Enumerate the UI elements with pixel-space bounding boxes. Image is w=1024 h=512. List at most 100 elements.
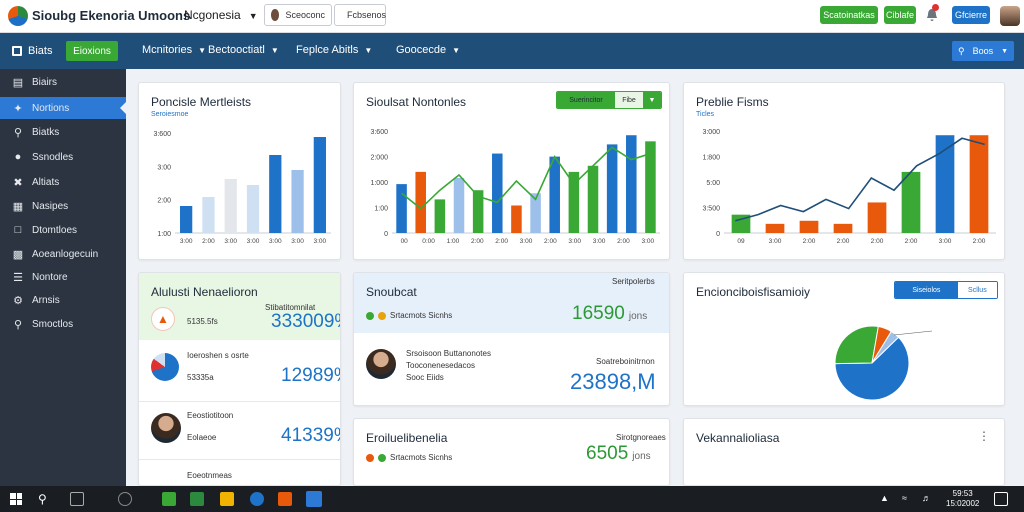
nav-active-tab[interactable]: Eioxions bbox=[66, 41, 118, 61]
toggle-option-active[interactable]: Suerincitor bbox=[557, 92, 615, 108]
x-tick-label: 3:00 bbox=[641, 238, 654, 245]
stat-value: 41339% bbox=[281, 425, 340, 446]
y-tick-label: 3:000 bbox=[702, 129, 720, 136]
chart-bar bbox=[765, 223, 785, 233]
y-tick-label: 2:000 bbox=[370, 155, 388, 162]
chevron-down-icon: ▼ bbox=[248, 11, 258, 21]
start-icon[interactable] bbox=[10, 493, 22, 505]
sidebar-item-2[interactable]: ✦ Nortions bbox=[0, 97, 126, 119]
search-icon[interactable]: ⚲ bbox=[38, 492, 47, 506]
card-title: Snoubcat bbox=[366, 285, 417, 299]
volume-icon[interactable]: ♬ bbox=[922, 493, 931, 503]
nav-item-goods[interactable]: Goocecde ▼ bbox=[396, 44, 460, 56]
stat-sub: 5135.5fs bbox=[187, 317, 218, 326]
x-tick-label: 2:00 bbox=[905, 238, 918, 245]
sidebar-item-11[interactable]: ⚲ Smoctlos bbox=[0, 313, 126, 335]
active-indicator bbox=[120, 102, 126, 114]
stat-meta: Soatreboinitrnon bbox=[596, 357, 655, 366]
status-pill[interactable]: Fcbsenos bbox=[334, 4, 386, 26]
notification-center-icon[interactable] bbox=[994, 492, 1008, 506]
card-subtitle: Ticles bbox=[696, 111, 715, 118]
person-meta: Sooc Eiids bbox=[406, 373, 444, 382]
toggle-option[interactable]: Scllus bbox=[957, 282, 997, 298]
account-button[interactable]: Gfcierre bbox=[952, 6, 990, 24]
stat-sub: 53335a bbox=[187, 373, 214, 382]
sidebar-item-4[interactable]: ● Ssnodles bbox=[0, 146, 126, 168]
card-title: Sioulsat Nontonles bbox=[366, 95, 467, 109]
nav-item-label: Feplce Abitls bbox=[296, 44, 359, 56]
nav-item-sections[interactable]: Bectooctiatl ▼ bbox=[208, 44, 279, 56]
nav-search-label: Boos bbox=[972, 46, 994, 56]
more-options-icon[interactable]: ⋮ bbox=[978, 429, 990, 443]
nav-home[interactable]: Biats bbox=[12, 45, 52, 57]
sidebar-item-label: Dtomtloes bbox=[32, 224, 78, 236]
person-name: Srsoisoon Buttanonotes bbox=[406, 349, 491, 358]
x-tick-label: 3:00 bbox=[314, 238, 327, 245]
folder-icon[interactable] bbox=[220, 492, 234, 506]
stat-value-number: 6505 bbox=[586, 443, 629, 464]
app-green-icon[interactable] bbox=[162, 492, 176, 506]
person-avatar bbox=[151, 413, 181, 443]
task-view-icon[interactable] bbox=[70, 492, 84, 506]
primary-action-button[interactable]: Scatoinatkas bbox=[820, 6, 878, 24]
chevron-down-icon: ▼ bbox=[198, 46, 207, 55]
chart-bar bbox=[492, 153, 503, 233]
widgets-icon[interactable] bbox=[118, 492, 132, 506]
toggle-option[interactable]: Fibe bbox=[615, 92, 643, 108]
y-tick-label: 1:00 bbox=[157, 231, 171, 238]
browser-icon[interactable] bbox=[250, 492, 264, 506]
chevron-down-icon[interactable]: ▼ bbox=[643, 92, 661, 108]
profile-pill-label: Sceoconc bbox=[285, 10, 325, 20]
x-tick-label: 2:00 bbox=[617, 238, 630, 245]
sidebar-item-10[interactable]: ⚙ Arnsis bbox=[0, 289, 126, 311]
tray-chevron-icon[interactable]: ▲ bbox=[880, 493, 889, 503]
files-icon[interactable] bbox=[278, 492, 292, 506]
x-tick-label: 2:00 bbox=[544, 238, 557, 245]
user-avatar[interactable] bbox=[1000, 6, 1020, 26]
spreadsheet-icon[interactable] bbox=[190, 492, 204, 506]
x-tick-label: 0:00 bbox=[422, 238, 435, 245]
chart-bar bbox=[901, 171, 921, 233]
x-tick-label: 2:00 bbox=[202, 238, 215, 245]
sidebar-item-7[interactable]: □ Dtomtloes bbox=[0, 219, 126, 241]
search-icon: ⚲ bbox=[13, 126, 23, 139]
secondary-action-button[interactable]: Ciblafe bbox=[884, 6, 916, 24]
y-tick-label: 5:00 bbox=[706, 180, 720, 187]
legend-dot-green bbox=[378, 453, 386, 462]
pie-slice bbox=[871, 330, 900, 364]
chevron-down-icon: ▼ bbox=[452, 46, 461, 55]
sidebar-item-8[interactable]: ▩ Aoeanlogecuin bbox=[0, 243, 126, 265]
nav-item-label: Goocecde bbox=[396, 44, 447, 56]
bar-chart-one: 3:600 3:00 2:00 1:00 3:00 2:00 3:00 3:00 3:00 3:0… bbox=[153, 131, 331, 245]
chart-card-one: Poncisle Mertleists Seroiesmoe 3:600 3:00… bbox=[138, 82, 341, 260]
y-tick-label: 1:00 bbox=[374, 206, 388, 213]
sidebar-item-label: Ssnodles bbox=[32, 151, 74, 163]
wifi-icon[interactable]: ≈ bbox=[902, 493, 907, 503]
taskbar-clock[interactable]: 59:53 15:02002 bbox=[946, 489, 979, 509]
toggle-option-active[interactable]: Siseiolos bbox=[895, 282, 958, 298]
x-tick-label: 3:00 bbox=[180, 238, 193, 245]
x-tick-label: 3:00 bbox=[769, 238, 782, 245]
sidebar-item-6[interactable]: ▦ Nasipes bbox=[0, 195, 126, 217]
nav-item-label: Mcnitories bbox=[142, 44, 193, 56]
sidebar-item-9[interactable]: ☰ Nontore bbox=[0, 266, 126, 288]
sidebar-item-5[interactable]: ✖ Altiats bbox=[0, 171, 126, 193]
legend-dot-green bbox=[366, 311, 374, 320]
notifications-icon[interactable] bbox=[926, 8, 938, 22]
clock-date: 15:02002 bbox=[946, 499, 980, 508]
document-icon: ▦ bbox=[12, 200, 24, 213]
dashboard-app-icon[interactable] bbox=[306, 491, 322, 507]
x-tick-label: 2:00 bbox=[803, 238, 816, 245]
nav-item-places[interactable]: Feplce Abitls ▼ bbox=[296, 44, 372, 56]
stat-label: Eoeotnmeas bbox=[187, 471, 232, 480]
nav-search-button[interactable]: ⚲ Boos ▼ bbox=[952, 41, 1014, 61]
pie-leader-line bbox=[893, 330, 933, 336]
region-select[interactable]: Ncgonesia ▼ bbox=[184, 8, 258, 22]
sidebar-item-3[interactable]: ⚲ Biatks bbox=[0, 121, 126, 143]
profile-pill[interactable]: Sceoconc bbox=[264, 4, 332, 26]
badge-label: Seritpolerbs bbox=[612, 277, 655, 286]
sidebar-item-1[interactable]: ▤ Biairs bbox=[0, 71, 126, 93]
nav-item-monitoring[interactable]: Mcnitories ▼ bbox=[142, 44, 206, 56]
sidebar: ▤ Biairs ✦ Nortions ⚲ Biatks ● Ssnodles ✖ Alt… bbox=[0, 69, 126, 486]
